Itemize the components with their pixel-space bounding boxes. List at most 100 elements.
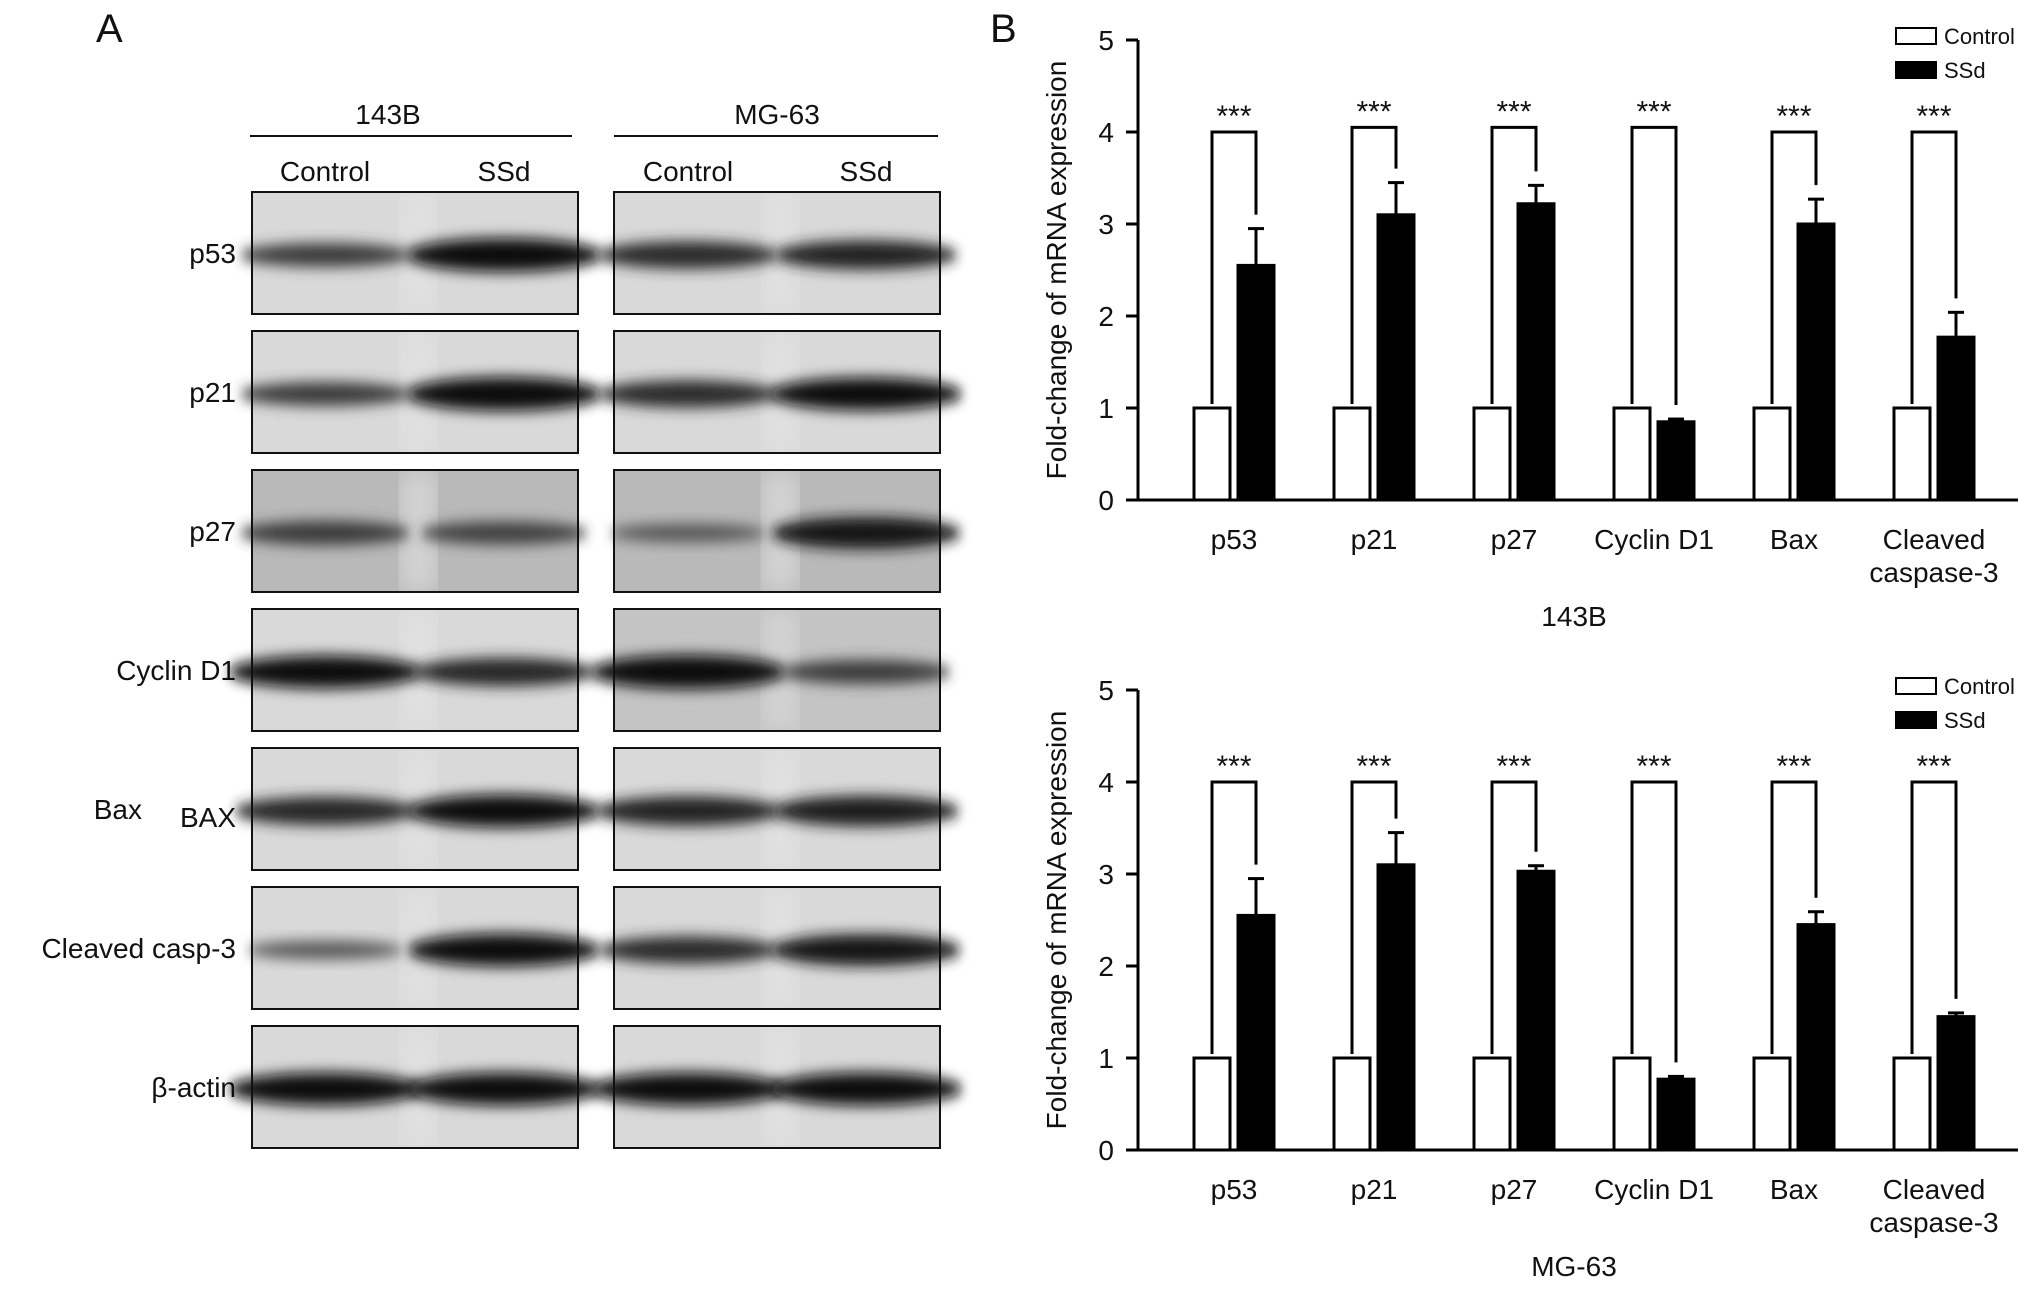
blot-rows: p53 p21 p27 Cyclin D1 Bax BAX Cleaved casp-3 β-… — [41, 191, 963, 1149]
significance-bracket — [1490, 125, 1538, 404]
bar-control — [1472, 406, 1512, 502]
protein-band — [597, 241, 779, 269]
bar-ssd — [1516, 869, 1556, 1152]
x-tick-label: caspase-3 — [1869, 1207, 1998, 1238]
western-blot-panel: A 143B Control SSd MG-63 Control SSd p53… — [41, 7, 963, 1149]
significance-label: *** — [1776, 100, 1811, 133]
bar-group: *** Bax — [1752, 750, 1836, 1205]
x-tick-label: caspase-3 — [1869, 557, 1998, 588]
bar-group: *** p21 — [1332, 750, 1416, 1205]
bar-control — [1332, 1056, 1372, 1152]
bar-ssd — [1796, 923, 1836, 1152]
significance-label: *** — [1776, 750, 1811, 783]
significance-label: *** — [1356, 95, 1391, 128]
protein-alt-label: BAX — [180, 802, 236, 833]
blot-row: Cyclin D1 — [116, 608, 952, 732]
bar-chart-143b: 0 1 2 3 4 5 Fold-change of mRNA expression *** p… — [1041, 24, 2018, 632]
legend-swatch — [1895, 61, 1937, 79]
bar-group: *** Bax — [1752, 100, 1836, 555]
y-tick-label: 0 — [1098, 485, 1114, 516]
bar-group: *** p21 — [1332, 95, 1416, 555]
bar-group: *** p27 — [1472, 750, 1556, 1205]
protein-band — [413, 657, 595, 687]
bar-chart-mg63: 0 1 2 3 4 5 Fold-change of mRNA expression *** p… — [1041, 674, 2018, 1282]
cell-line-label: MG-63 — [734, 99, 820, 130]
protein-band — [239, 242, 411, 268]
blot-row: Bax BAX — [94, 747, 960, 871]
legend-label: Control — [1944, 24, 2015, 49]
blot-box — [239, 191, 602, 315]
legend-label: SSd — [1944, 708, 1986, 733]
legend-label: Control — [1944, 674, 2015, 699]
condition-label-ssd: SSd — [478, 156, 531, 187]
protein-band — [769, 377, 963, 411]
protein-band — [246, 940, 404, 960]
significance-bracket — [1630, 125, 1678, 406]
x-tick-label: Cleaved — [1883, 524, 1986, 555]
protein-label: p27 — [189, 516, 236, 547]
protein-label: p53 — [189, 238, 236, 269]
y-axis-label: Fold-change of mRNA expression — [1041, 61, 1072, 480]
significance-label: *** — [1216, 100, 1251, 133]
significance-bracket — [1770, 780, 1818, 1054]
y-tick-label: 3 — [1098, 209, 1114, 240]
bar-control — [1612, 1056, 1652, 1152]
protein-band — [598, 936, 778, 964]
legend: Control SSd — [1895, 24, 2015, 83]
y-tick-label: 0 — [1098, 1135, 1114, 1166]
x-tick-label: Cyclin D1 — [1594, 524, 1714, 555]
x-tick-label: p21 — [1351, 524, 1398, 555]
blot-box — [597, 191, 958, 315]
blot-box — [598, 330, 963, 454]
blot-box — [228, 608, 595, 732]
x-tick-label: Bax — [1770, 1174, 1818, 1205]
blot-box — [595, 747, 960, 871]
cell-line-header-mg63: MG-63 Control SSd — [614, 99, 938, 187]
legend-item: Control — [1895, 24, 2015, 49]
legend-item: SSd — [1895, 708, 1986, 733]
protein-band — [770, 934, 962, 966]
x-tick-label: p53 — [1211, 524, 1258, 555]
significance-label: *** — [1636, 750, 1671, 783]
protein-label: p21 — [189, 377, 236, 408]
protein-band — [228, 655, 422, 689]
protein-band — [590, 655, 786, 689]
protein-band — [239, 520, 411, 546]
y-tick-label: 4 — [1098, 117, 1114, 148]
protein-band — [407, 1072, 601, 1106]
protein-band — [769, 1072, 963, 1106]
cell-line-header-143b: 143B Control SSd — [250, 99, 572, 187]
blot-row: Cleaved casp-3 — [41, 886, 962, 1010]
blot-box — [591, 1025, 963, 1149]
bar-ssd — [1656, 1077, 1696, 1152]
x-tick-label: p27 — [1491, 1174, 1538, 1205]
significance-label: *** — [1496, 750, 1531, 783]
significance-label: *** — [1496, 95, 1531, 128]
significance-bracket — [1630, 780, 1678, 1063]
y-tick-label: 5 — [1098, 25, 1114, 56]
protein-label: β-actin — [151, 1072, 236, 1103]
blot-row: p53 — [189, 191, 958, 315]
y-tick-label: 5 — [1098, 675, 1114, 706]
bar-ssd — [1936, 1015, 1976, 1152]
y-tick-label: 2 — [1098, 301, 1114, 332]
legend-swatch — [1895, 711, 1937, 729]
significance-bracket — [1910, 130, 1958, 404]
cell-line-label: 143B — [355, 99, 420, 130]
blot-row: p21 — [189, 330, 963, 454]
protein-label: Bax — [94, 794, 142, 825]
bar-control — [1892, 1056, 1932, 1152]
bar-control — [1332, 406, 1372, 502]
significance-bracket — [1350, 125, 1398, 404]
x-tick-label: Cleaved — [1883, 1174, 1986, 1205]
y-tick-label: 1 — [1098, 1043, 1114, 1074]
protein-band — [598, 380, 778, 408]
legend-item: Control — [1895, 674, 2015, 699]
bar-control — [1472, 1056, 1512, 1152]
legend-label: SSd — [1944, 58, 1986, 83]
legend-swatch — [1895, 27, 1937, 45]
protein-band — [609, 523, 767, 543]
condition-label-control: Control — [280, 156, 370, 187]
